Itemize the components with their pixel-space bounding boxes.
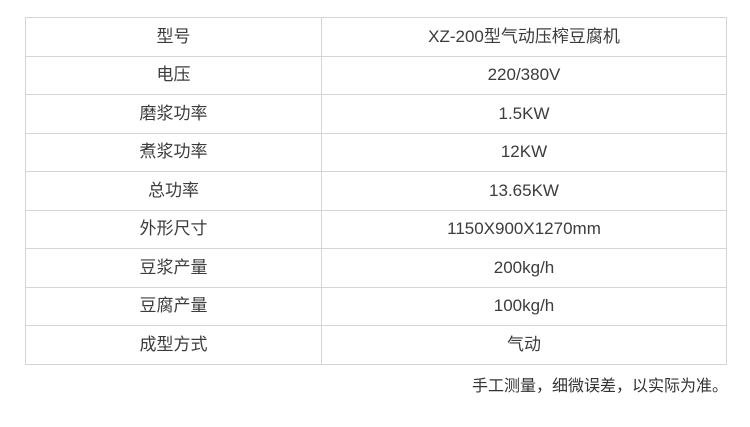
spec-label-cell: 总功率 [25,171,322,211]
spec-value-cell: 1.5KW [321,94,727,134]
spec-value-cell: 气动 [321,325,727,365]
table-row: 豆腐产量 100kg/h [25,286,727,327]
measurement-note: 手工测量，细微误差，以实际为准。 [471,378,728,395]
table-row: 电压 220/380V [25,55,727,96]
spec-value-cell: 100kg/h [321,286,727,327]
spec-label-cell: 豆腐产量 [25,286,322,327]
spec-value-cell: 13.65KW [321,171,727,211]
spec-value-cell: 220/380V [321,55,727,96]
table-row: 总功率 13.65KW [25,171,727,211]
spec-label-cell: 外形尺寸 [25,209,322,250]
table-row: 成型方式 气动 [25,325,727,365]
spec-label-cell: 成型方式 [25,325,322,365]
spec-table-body: 型号 XZ-200型气动压榨豆腐机 电压 220/380V 磨浆功率 1.5KW… [25,17,727,365]
table-row: 煮浆功率 12KW [25,132,727,173]
spec-label-cell: 煮浆功率 [25,132,322,173]
spec-label-cell: 型号 [25,17,322,57]
spec-table: 型号 XZ-200型气动压榨豆腐机 电压 220/380V 磨浆功率 1.5KW… [25,17,727,365]
table-row: 型号 XZ-200型气动压榨豆腐机 [25,17,727,57]
spec-value-cell: 200kg/h [321,248,727,288]
spec-value-cell: 1150X900X1270mm [321,209,727,250]
table-row: 磨浆功率 1.5KW [25,94,727,134]
table-row: 外形尺寸 1150X900X1270mm [25,209,727,250]
spec-value-cell: XZ-200型气动压榨豆腐机 [321,17,727,57]
spec-label-cell: 豆浆产量 [25,248,322,288]
spec-label-cell: 电压 [25,55,322,96]
table-row: 豆浆产量 200kg/h [25,248,727,288]
spec-label-cell: 磨浆功率 [25,94,322,134]
spec-value-cell: 12KW [321,132,727,173]
